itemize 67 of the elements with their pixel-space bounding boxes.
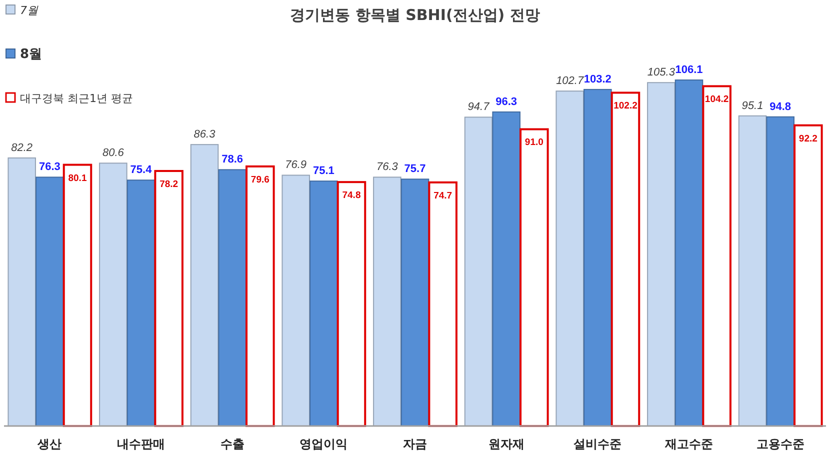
bar bbox=[336, 181, 366, 427]
bar bbox=[520, 128, 549, 427]
bar bbox=[610, 92, 640, 427]
bar bbox=[282, 174, 310, 426]
data-label: 102.2 bbox=[614, 100, 638, 112]
bar bbox=[36, 176, 64, 426]
legend-label: 8월 bbox=[20, 47, 42, 62]
data-label: 78.6 bbox=[222, 154, 244, 166]
data-label: 86.3 bbox=[194, 128, 216, 141]
bar bbox=[154, 170, 184, 427]
data-label: 96.3 bbox=[496, 96, 518, 108]
bar bbox=[492, 111, 520, 426]
bar bbox=[218, 169, 246, 426]
legend-label: 대구경북 최근1년 평균 bbox=[20, 92, 133, 105]
data-label: 104.2 bbox=[704, 94, 729, 106]
data-label: 80.6 bbox=[102, 147, 125, 160]
bar bbox=[246, 165, 275, 427]
bar bbox=[584, 88, 612, 426]
data-label: 80.1 bbox=[68, 172, 88, 184]
data-label: 105.3 bbox=[647, 66, 676, 79]
bar bbox=[464, 116, 493, 426]
data-label: 103.2 bbox=[584, 73, 612, 86]
data-label: 106.1 bbox=[675, 64, 703, 76]
bar bbox=[794, 124, 823, 427]
data-label: 75.7 bbox=[404, 163, 426, 176]
bar bbox=[99, 162, 128, 426]
bar bbox=[190, 144, 219, 426]
x-tick-label: 영업이익 bbox=[300, 437, 348, 451]
x-tick-label: 원자재 bbox=[488, 437, 524, 451]
legend-label: 7월 bbox=[20, 4, 39, 17]
data-label: 75.4 bbox=[130, 164, 153, 176]
x-tick-label: 재고수준 bbox=[664, 437, 713, 451]
data-label: 76.3 bbox=[38, 161, 60, 174]
data-label: 91.0 bbox=[524, 137, 544, 148]
bar bbox=[310, 180, 338, 426]
x-tick-label: 수출 bbox=[220, 437, 244, 451]
data-label: 75.1 bbox=[312, 165, 334, 178]
bar bbox=[62, 164, 92, 427]
x-tick-label: 내수판매 bbox=[117, 437, 165, 451]
bar bbox=[8, 157, 36, 426]
bar bbox=[126, 180, 156, 426]
data-label: 92.2 bbox=[798, 133, 818, 144]
bar bbox=[738, 115, 767, 426]
data-label: 94.7 bbox=[468, 101, 490, 114]
chart-title: 경기변동 항목별 SBHI(전산업) 전망 bbox=[290, 6, 540, 24]
bar bbox=[674, 80, 704, 426]
bar bbox=[428, 181, 458, 427]
data-label: 76.3 bbox=[376, 161, 399, 174]
x-tick-label: 자금 bbox=[403, 437, 427, 451]
data-label: 82.2 bbox=[11, 142, 33, 154]
data-label: 94.8 bbox=[770, 100, 792, 113]
x-tick-label: 생산 bbox=[36, 437, 62, 451]
bar bbox=[373, 176, 402, 426]
data-label: 102.7 bbox=[556, 75, 584, 88]
bar bbox=[702, 85, 732, 427]
bar bbox=[400, 178, 430, 426]
data-label: 79.6 bbox=[250, 174, 270, 186]
data-label: 78.2 bbox=[160, 178, 178, 190]
bar bbox=[556, 90, 584, 426]
data-label: 76.9 bbox=[285, 159, 307, 172]
data-label: 74.7 bbox=[434, 190, 452, 202]
bar bbox=[647, 82, 676, 426]
x-tick-label: 고용수준 bbox=[756, 437, 804, 451]
bar bbox=[766, 116, 794, 426]
data-label: 74.8 bbox=[342, 190, 361, 202]
x-tick-label: 설비수준 bbox=[572, 437, 622, 451]
data-label: 95.1 bbox=[742, 100, 764, 112]
